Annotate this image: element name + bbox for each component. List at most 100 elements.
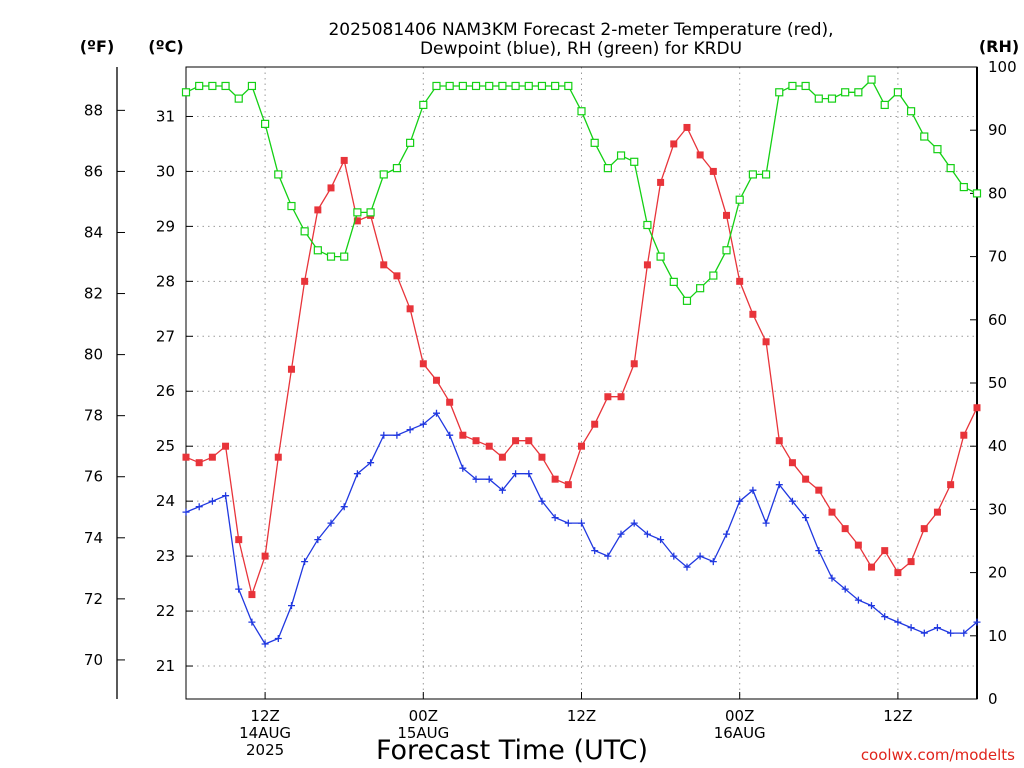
rh-point [946, 164, 955, 173]
x-tick-label: 15AUG [397, 724, 449, 742]
rh-point [854, 88, 863, 97]
dewpoint-point [578, 519, 585, 527]
fahrenheit-tick-label: 72 [84, 590, 103, 608]
temperature-point [749, 310, 757, 318]
rh-point [656, 252, 665, 261]
temperature-point [222, 442, 230, 450]
rh-point [445, 81, 454, 91]
temperature-point [696, 151, 704, 159]
dewpoint-point [235, 585, 243, 593]
dewpoint-point [512, 470, 520, 478]
dewpoint-point [617, 530, 625, 538]
rh-point [748, 170, 757, 179]
dewpoint-point [947, 629, 955, 637]
temperature-point [340, 156, 348, 164]
temperature-point [195, 459, 203, 467]
dewpoint-point [643, 530, 651, 538]
temperature-point [564, 481, 572, 489]
temperature-point [643, 261, 651, 269]
rh-point [827, 94, 837, 103]
dewpoint-point [696, 552, 704, 560]
dewpoint-point [802, 514, 810, 522]
rh-point [340, 252, 349, 261]
dewpoint-point [248, 618, 256, 626]
x-tick-label: 12Z [250, 707, 279, 725]
temperature-point [617, 393, 625, 401]
temperature-point [406, 305, 414, 313]
dewpoint-point [960, 629, 968, 637]
series-rh [181, 75, 982, 305]
rh-point [458, 81, 467, 91]
rh-point [893, 88, 903, 97]
x-tick-label: 00Z [725, 707, 754, 725]
rh-point [682, 296, 692, 305]
rh-point [709, 271, 718, 280]
temperature-point [459, 431, 467, 439]
rh-tick-label: 30 [988, 500, 1007, 518]
temperature-point [973, 404, 981, 412]
dewpoint-point [591, 547, 599, 555]
temperature-point [933, 508, 941, 516]
credit-link[interactable]: coolwx.com/modelts [861, 746, 1015, 764]
rh-point [616, 151, 626, 160]
temperature-point [828, 508, 836, 516]
rh-tick-label: 20 [988, 564, 1007, 582]
dewpoint-point [393, 431, 401, 439]
fahrenheit-tick-label: 84 [84, 223, 103, 241]
temperature-point [393, 272, 401, 280]
temperature-point [248, 591, 256, 599]
dewpoint-point [762, 519, 770, 527]
dewpoint-point [815, 547, 823, 555]
dewpoint-point [894, 618, 902, 626]
celsius-tick-label: 23 [156, 547, 175, 565]
fahrenheit-tick-label: 76 [84, 468, 103, 486]
temperature-point [802, 475, 810, 483]
dewpoint-point [222, 492, 230, 500]
rh-point [366, 208, 375, 217]
rh-tick-label: 100 [988, 58, 1017, 76]
dewpoint-point [551, 514, 559, 522]
celsius-tick-label: 29 [156, 217, 175, 235]
dewpoint-point [498, 486, 506, 494]
x-tick-label: 12Z [567, 707, 596, 725]
temperature-point [380, 261, 388, 269]
rh-tick-label: 90 [988, 121, 1007, 139]
dewpoint-point [630, 519, 638, 527]
dewpoint-point [604, 552, 612, 560]
temperature-point [788, 459, 796, 467]
temperature-point [419, 360, 427, 368]
temperature-point [287, 365, 295, 373]
dewpoint-point [683, 563, 691, 571]
dewpoint-point [736, 497, 744, 505]
chart-title-line2: Dewpoint (blue), RH (green) for KRDU [420, 39, 742, 59]
celsius-tick-label: 24 [156, 492, 175, 510]
rh-point [867, 75, 876, 84]
rh-point [247, 81, 257, 91]
temperature-point [353, 217, 361, 225]
temperature-point [894, 569, 902, 577]
celsius-tick-label: 25 [156, 437, 175, 455]
fahrenheit-tick-label: 74 [84, 529, 103, 547]
rh-tick-label: 70 [988, 248, 1007, 266]
rh-point [841, 88, 850, 97]
dewpoint-point [868, 602, 875, 610]
dewpoint-point [288, 602, 295, 610]
temperature-point [551, 475, 559, 483]
dewpoint-point [274, 635, 282, 642]
rh-tick-label: 10 [988, 627, 1007, 645]
rh-point [933, 145, 942, 154]
dewpoint-point [723, 530, 730, 538]
rh-point [221, 81, 230, 91]
rh-point [313, 246, 322, 255]
rh-tick-label: 50 [988, 374, 1007, 392]
x-axis-title: Forecast Time (UTC) [376, 735, 648, 766]
rh-point [353, 208, 362, 217]
dewpoint-point [472, 475, 480, 483]
dewpoint-point [670, 552, 678, 560]
rh-point [577, 107, 586, 116]
temperature-point [960, 431, 968, 439]
temperature-point [485, 442, 493, 450]
rh-point [630, 157, 639, 166]
series-temperature [182, 123, 981, 599]
rh-tick-label: 80 [988, 184, 1007, 202]
